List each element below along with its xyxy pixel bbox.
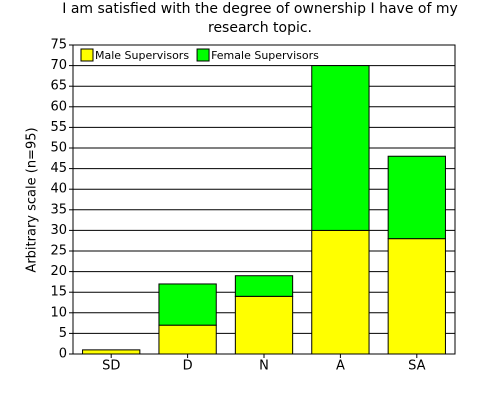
y-tick-label: 15 xyxy=(50,285,67,300)
bar-segment xyxy=(387,238,446,355)
y-tick-label: 75 xyxy=(50,38,67,53)
bar-segment xyxy=(158,324,217,355)
x-tick-label: SD xyxy=(102,359,120,374)
bar-segment xyxy=(234,275,294,297)
y-tick-label: 30 xyxy=(50,223,67,238)
y-tick-label: 70 xyxy=(50,58,67,73)
y-tick-label: 45 xyxy=(50,161,67,176)
y-tick-label: 60 xyxy=(50,99,67,114)
y-tick-label: 50 xyxy=(50,141,67,156)
bar-segment xyxy=(311,65,370,231)
y-tick-label: 5 xyxy=(59,326,67,341)
chart-title: I am satisfied with the degree of owners… xyxy=(62,1,458,36)
x-tick-label: SA xyxy=(408,359,425,374)
plot-border xyxy=(72,44,456,355)
x-tick-label: A xyxy=(336,359,345,374)
y-tick-label: 0 xyxy=(59,347,67,362)
legend-label: Male Supervisors xyxy=(95,49,189,62)
legend-label: Female Supervisors xyxy=(211,49,319,62)
bar-segment xyxy=(387,155,446,240)
y-tick-label: 20 xyxy=(50,264,67,279)
y-tick-label: 40 xyxy=(50,182,67,197)
y-tick-label: 55 xyxy=(50,120,67,135)
bar-segment xyxy=(82,349,141,355)
bar-segment xyxy=(158,283,217,326)
x-tick-label: N xyxy=(259,359,269,374)
legend-swatch xyxy=(80,48,94,62)
y-tick-label: 10 xyxy=(50,305,67,320)
legend-swatch xyxy=(196,48,210,62)
x-tick-label: D xyxy=(183,359,193,374)
y-tick-label: 35 xyxy=(50,202,67,217)
bar-segment xyxy=(311,229,370,355)
y-axis-label: Arbitrary scale (n=95) xyxy=(25,127,40,272)
y-tick-label: 65 xyxy=(50,79,67,94)
y-tick-label: 25 xyxy=(50,244,67,259)
bar-segment xyxy=(234,295,294,355)
